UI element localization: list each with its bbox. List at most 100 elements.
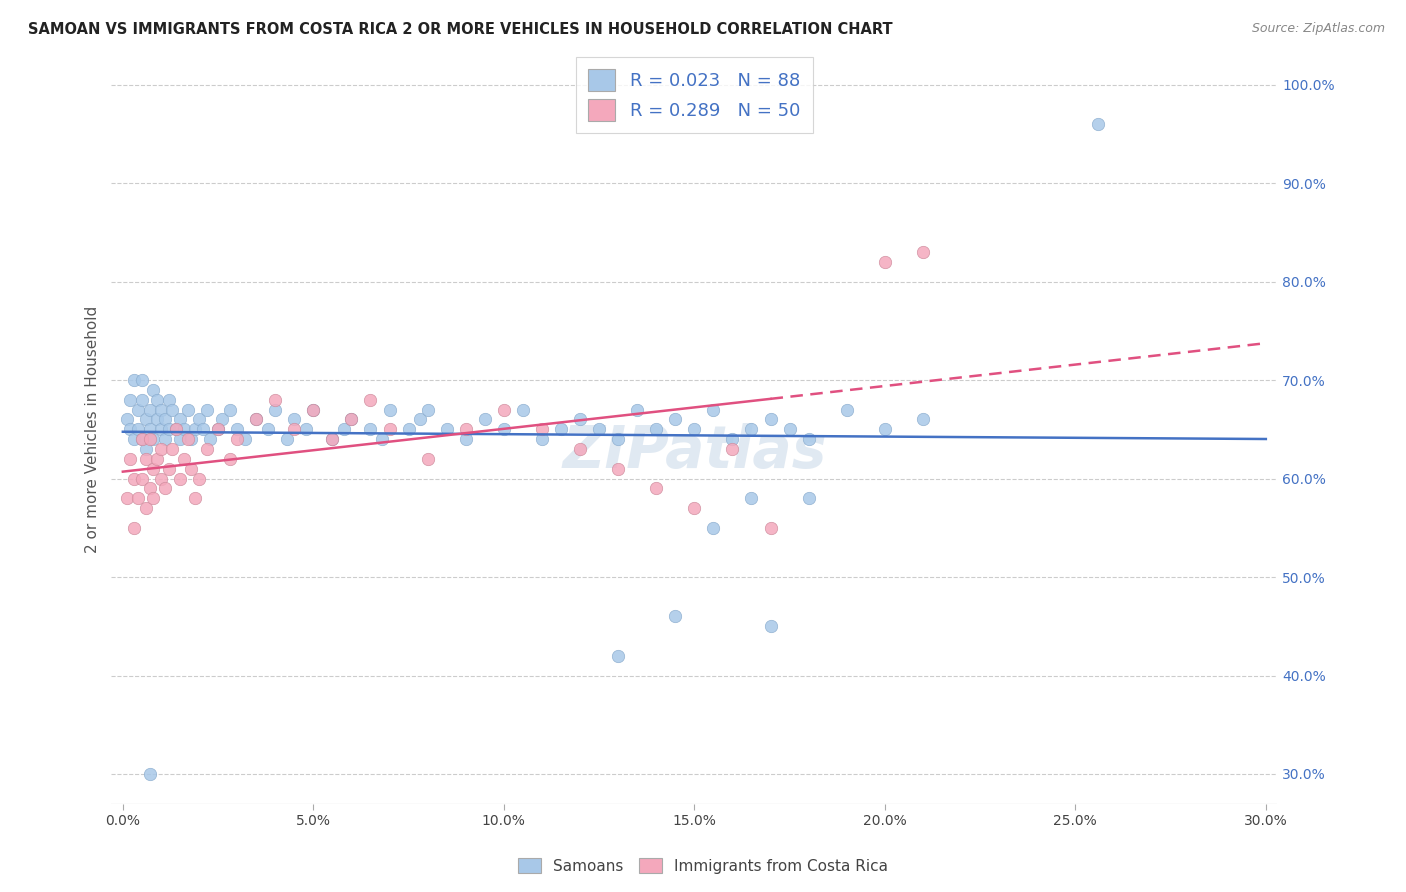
Point bbox=[191, 422, 214, 436]
Point bbox=[409, 412, 432, 426]
Point bbox=[138, 422, 160, 436]
Point bbox=[512, 402, 534, 417]
Text: ZIPatlas: ZIPatlas bbox=[562, 424, 827, 480]
Point bbox=[157, 422, 180, 436]
Point bbox=[180, 461, 202, 475]
Point bbox=[131, 432, 153, 446]
Point bbox=[378, 422, 401, 436]
Point bbox=[162, 402, 184, 417]
Point bbox=[454, 422, 477, 436]
Point bbox=[127, 402, 149, 417]
Point bbox=[122, 472, 145, 486]
Point bbox=[264, 392, 287, 407]
Point bbox=[146, 412, 169, 426]
Point bbox=[321, 432, 343, 446]
Point bbox=[200, 432, 222, 446]
Point bbox=[645, 482, 668, 496]
Point bbox=[797, 432, 820, 446]
Point bbox=[302, 402, 325, 417]
Point bbox=[702, 521, 724, 535]
Point bbox=[149, 402, 172, 417]
Y-axis label: 2 or more Vehicles in Household: 2 or more Vehicles in Household bbox=[86, 306, 100, 553]
Point bbox=[165, 422, 187, 436]
Point bbox=[911, 412, 934, 426]
Point bbox=[169, 472, 191, 486]
Point bbox=[569, 442, 592, 456]
Point bbox=[245, 412, 267, 426]
Point bbox=[138, 402, 160, 417]
Point bbox=[127, 491, 149, 506]
Point bbox=[664, 609, 686, 624]
Point bbox=[911, 245, 934, 260]
Point bbox=[153, 412, 176, 426]
Point bbox=[530, 432, 553, 446]
Point bbox=[683, 422, 706, 436]
Point bbox=[162, 442, 184, 456]
Point bbox=[474, 412, 496, 426]
Point bbox=[702, 402, 724, 417]
Point bbox=[721, 442, 744, 456]
Point bbox=[142, 383, 165, 397]
Point bbox=[173, 422, 195, 436]
Point bbox=[294, 422, 316, 436]
Legend: R = 0.023   N = 88, R = 0.289   N = 50: R = 0.023 N = 88, R = 0.289 N = 50 bbox=[575, 57, 813, 133]
Text: Source: ZipAtlas.com: Source: ZipAtlas.com bbox=[1251, 22, 1385, 36]
Point bbox=[120, 451, 142, 466]
Point bbox=[233, 432, 256, 446]
Point bbox=[302, 402, 325, 417]
Point bbox=[607, 432, 630, 446]
Point bbox=[188, 412, 211, 426]
Point bbox=[146, 451, 169, 466]
Point bbox=[195, 442, 218, 456]
Point bbox=[588, 422, 610, 436]
Point bbox=[645, 422, 668, 436]
Point bbox=[276, 432, 298, 446]
Point bbox=[131, 472, 153, 486]
Point bbox=[157, 461, 180, 475]
Point bbox=[740, 422, 762, 436]
Point bbox=[165, 422, 187, 436]
Text: SAMOAN VS IMMIGRANTS FROM COSTA RICA 2 OR MORE VEHICLES IN HOUSEHOLD CORRELATION: SAMOAN VS IMMIGRANTS FROM COSTA RICA 2 O… bbox=[28, 22, 893, 37]
Point bbox=[122, 432, 145, 446]
Point bbox=[120, 392, 142, 407]
Point bbox=[176, 402, 198, 417]
Point bbox=[283, 422, 305, 436]
Point bbox=[797, 491, 820, 506]
Point bbox=[378, 402, 401, 417]
Point bbox=[569, 412, 592, 426]
Point bbox=[264, 402, 287, 417]
Point bbox=[607, 648, 630, 663]
Point bbox=[135, 501, 157, 516]
Point bbox=[759, 412, 782, 426]
Point bbox=[218, 451, 240, 466]
Point bbox=[135, 412, 157, 426]
Point bbox=[169, 412, 191, 426]
Point bbox=[550, 422, 572, 436]
Legend: Samoans, Immigrants from Costa Rica: Samoans, Immigrants from Costa Rica bbox=[512, 852, 894, 880]
Point bbox=[176, 432, 198, 446]
Point bbox=[127, 422, 149, 436]
Point bbox=[340, 412, 363, 426]
Point bbox=[779, 422, 801, 436]
Point bbox=[149, 422, 172, 436]
Point bbox=[184, 491, 207, 506]
Point bbox=[138, 767, 160, 781]
Point bbox=[169, 432, 191, 446]
Point bbox=[153, 432, 176, 446]
Point bbox=[138, 482, 160, 496]
Point bbox=[207, 422, 229, 436]
Point bbox=[131, 432, 153, 446]
Point bbox=[626, 402, 648, 417]
Point bbox=[492, 402, 515, 417]
Point bbox=[416, 402, 439, 417]
Point bbox=[873, 255, 896, 269]
Point bbox=[740, 491, 762, 506]
Point bbox=[340, 412, 363, 426]
Point bbox=[371, 432, 394, 446]
Point bbox=[436, 422, 458, 436]
Point bbox=[122, 521, 145, 535]
Point bbox=[184, 422, 207, 436]
Point bbox=[115, 412, 138, 426]
Point bbox=[226, 422, 249, 436]
Point bbox=[149, 442, 172, 456]
